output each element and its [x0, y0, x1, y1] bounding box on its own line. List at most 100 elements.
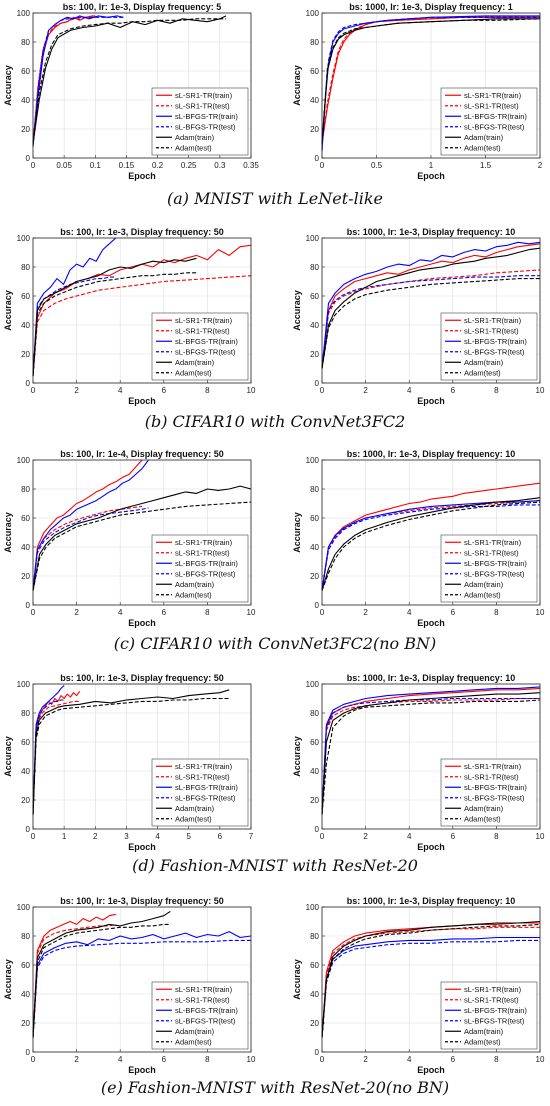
x-tick-label: 1.5 [480, 161, 492, 170]
legend-label: sL-BFGS-TR(train) [464, 337, 527, 346]
legend-label: sL-SR1-TR(train) [175, 762, 233, 771]
legend-label: sL-BFGS-TR(train) [464, 1006, 527, 1015]
x-tick-label: 4 [118, 608, 123, 617]
y-tick-label: 100 [17, 456, 31, 465]
y-tick-label: 60 [310, 738, 319, 747]
y-axis-label: Accuracy [292, 959, 302, 1000]
chart-title: bs: 100, lr: 1e-4, Display frequency: 50 [60, 449, 224, 459]
y-tick-label: 80 [21, 485, 30, 494]
chart-title: bs: 1000, lr: 1e-3, Display frequency: 1… [347, 896, 516, 906]
series-line-adam-train [32, 689, 230, 815]
x-tick-label: 8 [494, 608, 499, 617]
y-tick-label: 0 [315, 379, 320, 388]
legend-label: sL-SR1-TR(test) [464, 102, 519, 111]
legend-label: sL-SR1-TR(test) [175, 102, 230, 111]
x-tick-label: 2 [74, 608, 79, 617]
chart-title: bs: 100, lr: 1e-3, Display frequency: 50 [60, 227, 224, 237]
series-line-adam-test [32, 923, 171, 1038]
y-tick-label: 80 [310, 485, 319, 494]
x-tick-label: 6 [162, 608, 167, 617]
legend-label: sL-SR1-TR(train) [464, 316, 522, 325]
legend: sL-SR1-TR(train) sL-SR1-TR(test) sL-BFGS-T… [151, 758, 249, 827]
series-line-sl-bfgs-tr-test [321, 939, 540, 1038]
series-line-sl-sr1-tr-train [321, 922, 540, 1038]
x-tick-label: 4 [118, 386, 123, 395]
legend-label: Adam(test) [175, 369, 212, 378]
series-line-adam-test [321, 699, 541, 815]
legend-box [440, 87, 538, 156]
x-tick-label: 0 [320, 832, 325, 841]
legend-label: Adam(train) [464, 358, 504, 367]
y-axis-label: Accuracy [3, 736, 13, 777]
y-tick-label: 100 [306, 234, 320, 243]
y-axis-label: Accuracy [3, 959, 13, 1000]
series-line-sl-sr1-tr-test [321, 269, 541, 369]
y-tick-label: 100 [306, 456, 320, 465]
x-tick-label: 5 [186, 832, 191, 841]
legend-label: sL-SR1-TR(test) [175, 327, 230, 336]
legend-label: sL-SR1-TR(train) [464, 762, 522, 771]
y-tick-label: 80 [310, 263, 319, 272]
x-axis-label: Epoch [417, 618, 445, 628]
legend-label: sL-BFGS-TR(test) [175, 794, 236, 803]
x-tick-label: 4 [407, 1055, 412, 1064]
legend-label: sL-SR1-TR(train) [175, 316, 233, 325]
x-tick-label: 4 [407, 832, 412, 841]
caption-d: (d) Fashion-MNIST with ResNet-20 [132, 856, 418, 875]
x-tick-label: 3 [124, 832, 129, 841]
legend-label: Adam(train) [175, 804, 215, 813]
x-tick-label: 8 [205, 1055, 210, 1064]
legend-label: sL-SR1-TR(test) [464, 549, 519, 558]
legend-label: sL-BFGS-TR(train) [464, 783, 527, 792]
legend-label: sL-SR1-TR(test) [175, 996, 230, 1005]
x-tick-label: 0 [320, 386, 325, 395]
axes-box [32, 237, 252, 384]
legend-label: sL-SR1-TR(test) [464, 773, 519, 782]
y-tick-label: 0 [315, 825, 320, 834]
legend-label: sL-BFGS-TR(test) [464, 794, 525, 803]
legend-label: sL-SR1-TR(train) [175, 91, 233, 100]
legend-label: Adam(train) [464, 580, 504, 589]
series-line-sl-bfgs-tr-test [32, 939, 251, 1038]
y-tick-label: 100 [306, 903, 320, 912]
legend-box [151, 87, 249, 156]
y-tick-label: 100 [17, 903, 31, 912]
y-tick-label: 40 [310, 767, 319, 776]
series-line-adam-test [321, 278, 540, 369]
series-line-adam-train [32, 910, 171, 1038]
x-tick-label: 10 [536, 832, 545, 841]
x-tick-label: 6 [451, 608, 456, 617]
y-tick-label: 100 [17, 9, 31, 18]
axes-box [32, 459, 252, 606]
y-tick-label: 0 [26, 379, 31, 388]
legend-label: sL-BFGS-TR(test) [175, 1017, 236, 1026]
y-axis-label: Accuracy [3, 65, 13, 106]
y-tick-label: 80 [21, 709, 30, 718]
legend-box [440, 312, 538, 381]
y-axis-label: Accuracy [3, 290, 13, 331]
chart-panel-0: 0 0.05 0.1 0.15 0.2 0.25 0.3 0.35 0 20 40 60 80 100 bs… [3, 2, 259, 181]
y-tick-label: 60 [310, 514, 319, 523]
y-tick-label: 20 [21, 1019, 30, 1028]
legend-label: sL-BFGS-TR(test) [464, 348, 525, 357]
y-tick-label: 60 [21, 514, 30, 523]
x-tick-label: 1 [429, 161, 434, 170]
y-tick-label: 40 [310, 543, 319, 552]
axes-box [321, 459, 541, 606]
axes-box [321, 906, 541, 1053]
y-tick-label: 20 [310, 125, 319, 134]
y-tick-label: 80 [310, 932, 319, 941]
caption-a: (a) MNIST with LeNet-like [167, 189, 383, 208]
y-tick-label: 40 [21, 96, 30, 105]
legend-label: sL-SR1-TR(test) [175, 773, 230, 782]
y-tick-label: 20 [310, 350, 319, 359]
series-line-sl-bfgs-tr-test [321, 16, 540, 151]
x-axis-label: Epoch [417, 396, 445, 406]
legend-label: sL-BFGS-TR(test) [175, 570, 236, 579]
series-line-sl-bfgs-tr-train [321, 686, 541, 815]
x-axis-label: Epoch [128, 842, 156, 852]
legend-label: sL-SR1-TR(test) [175, 549, 230, 558]
y-tick-label: 20 [21, 796, 30, 805]
